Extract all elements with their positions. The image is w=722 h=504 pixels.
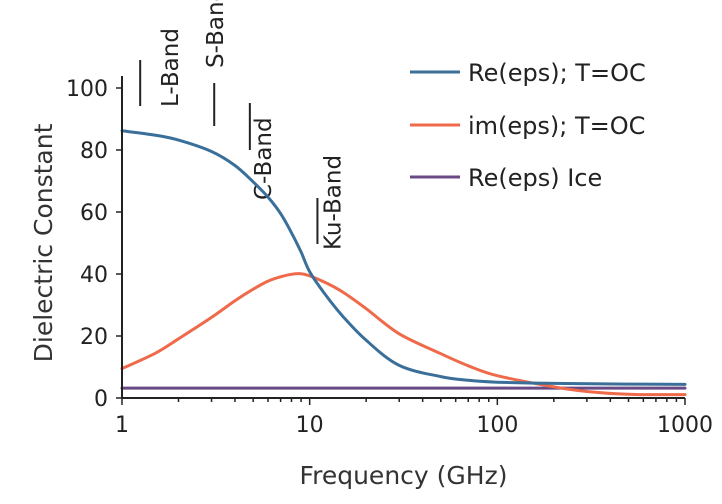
y-axis-title: Dielectric Constant: [29, 123, 58, 362]
series-lines: [120, 129, 687, 397]
x-tick-label: 1000: [657, 413, 713, 438]
band-label: Ku-Band: [320, 155, 346, 250]
band-label: C-Band: [251, 117, 277, 200]
band-annotations: L-Band S-Band C-Band Ku-Band: [139, 0, 346, 250]
axes: [121, 76, 685, 399]
y-tick-label: 0: [94, 387, 108, 412]
x-axis-ticks: 1 10 100 1000: [115, 398, 713, 438]
series-line-re-eps-t-oc: [120, 129, 687, 386]
y-tick-label: 60: [80, 201, 108, 226]
band-label: S-Band: [203, 0, 229, 68]
x-tick-label: 100: [476, 413, 518, 438]
y-tick-label: 40: [80, 263, 108, 288]
x-axis-title: Frequency (GHz): [300, 461, 508, 490]
y-axis-ticks: 0 20 40 60 80 100: [66, 77, 122, 412]
x-tick-label: 1: [115, 413, 129, 438]
y-tick-label: 100: [66, 77, 108, 102]
legend-label: im(eps); T=OC: [468, 112, 645, 140]
legend-label: Re(eps); T=OC: [468, 59, 646, 87]
y-tick-label: 20: [80, 325, 108, 350]
band-label: L-Band: [158, 28, 184, 107]
legend-label: Re(eps) Ice: [468, 164, 602, 192]
x-tick-label: 10: [296, 413, 324, 438]
y-tick-label: 80: [80, 139, 108, 164]
legend: Re(eps); T=OC im(eps); T=OC Re(eps) Ice: [410, 59, 646, 192]
series-line-im-eps-t-oc: [120, 272, 687, 397]
